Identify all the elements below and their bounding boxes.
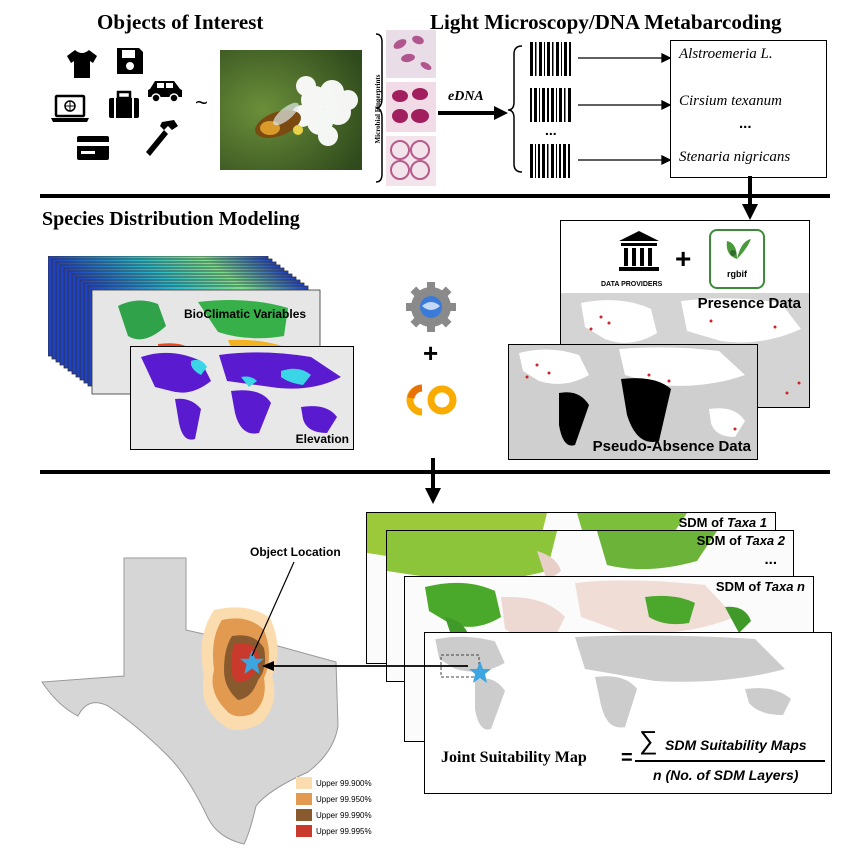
tshirt-icon — [64, 48, 100, 80]
providers-plus: + — [675, 243, 692, 274]
sdm-taxa-n-label: SDM of Taxa n — [715, 579, 805, 594]
sdm-taxa-1-label: SDM of Taxa 1 — [678, 515, 767, 530]
taxa-list-box: Alstroemeria L. Cirsium texanum ... Sten… — [670, 40, 827, 178]
taxon-1: Alstroemeria L. — [679, 46, 773, 62]
legend-label-4: Upper 99.995% — [316, 826, 372, 836]
sdm-cards-ellipsis: ... — [764, 551, 777, 568]
object-location-label: Object Location — [250, 545, 341, 559]
joint-suitability-label: Joint Suitability Map — [441, 749, 587, 766]
legend-item-1: Upper 99.900% — [296, 777, 372, 789]
edna-label: eDNA — [448, 89, 484, 104]
floppy-disk-icon — [115, 46, 145, 76]
legend-swatch-1 — [296, 777, 312, 789]
denominator-label: n (No. of SDM Layers) — [653, 767, 799, 783]
objects-title: Objects of Interest — [97, 10, 264, 34]
joint-to-texas-arrow — [262, 658, 472, 674]
barcode-1 — [530, 42, 574, 76]
down-arrow-to-presence — [742, 176, 758, 220]
taxon-3: Stenaria nigricans — [679, 149, 791, 165]
barcode-2 — [530, 88, 574, 122]
legend-swatch-4 — [296, 825, 312, 837]
pseudo-absence-label: Pseudo-Absence Data — [592, 438, 751, 455]
pollen-image-1 — [386, 30, 436, 78]
barcode-ellipsis: ... — [545, 122, 557, 138]
gbif-logo-icon: rgbif — [709, 229, 765, 289]
legend-label-2: Upper 99.950% — [316, 794, 372, 804]
texas-suitability-map — [38, 556, 358, 846]
object-location-pointer — [248, 560, 298, 660]
joint-map-star-icon — [469, 661, 491, 683]
earth-engine-gear-icon — [404, 280, 458, 334]
legend-label-3: Upper 99.990% — [316, 810, 372, 820]
presence-data-label: Presence Data — [697, 295, 801, 312]
barcode-bracket — [508, 44, 524, 174]
legend-label-1: Upper 99.900% — [316, 778, 372, 788]
joint-suitability-card: Joint Suitability Map = ∑ SDM Suitabilit… — [424, 632, 832, 794]
suitcase-icon — [107, 90, 141, 120]
bioclim-label: BioClimatic Variables — [184, 307, 307, 321]
car-icon — [146, 77, 184, 103]
laptop-icon — [50, 94, 90, 124]
legend-item-4: Upper 99.995% — [296, 825, 372, 837]
elevation-label: Elevation — [295, 432, 349, 446]
taxon-2: Cirsium texanum — [679, 93, 782, 109]
elevation-map: Elevation — [130, 346, 354, 450]
numerator-label: SDM Suitability Maps — [665, 737, 807, 753]
fingerprint-bracket — [374, 32, 386, 184]
taxon-ellipsis: ... — [739, 115, 752, 132]
tilde-symbol: ~ — [195, 90, 208, 115]
fraction-bar — [635, 760, 825, 762]
legend-swatch-3 — [296, 809, 312, 821]
edna-arrow — [438, 106, 508, 120]
plus-symbol: + — [423, 338, 439, 368]
hammer-icon — [140, 118, 182, 160]
bee-on-flower-photo — [220, 50, 362, 170]
barcode-3 — [530, 144, 574, 178]
institution-icon — [617, 229, 661, 275]
legend-item-3: Upper 99.990% — [296, 809, 372, 821]
sdm-taxa-2-label: SDM of Taxa 2 — [696, 533, 785, 548]
data-providers-label: DATA PROVIDERS — [601, 281, 663, 288]
barcode-arrows — [578, 50, 670, 170]
down-arrow-to-sdm — [425, 458, 441, 504]
pollen-image-2 — [386, 82, 436, 132]
section-divider-top — [40, 194, 830, 198]
sdm-title: Species Distribution Modeling — [42, 208, 300, 230]
equals-symbol: = — [621, 747, 633, 769]
microscopy-title: Light Microscopy/DNA Metabarcoding — [430, 10, 782, 34]
sum-symbol: ∑ — [639, 725, 658, 755]
legend-item-2: Upper 99.950% — [296, 793, 372, 805]
colab-logo-icon — [402, 380, 462, 420]
texas-star-icon — [240, 650, 264, 674]
pseudo-absence-card: Pseudo-Absence Data — [508, 344, 758, 460]
credit-card-icon — [75, 134, 111, 162]
pollen-image-3 — [386, 136, 436, 186]
gbif-label: rgbif — [727, 269, 747, 279]
legend-swatch-2 — [296, 793, 312, 805]
